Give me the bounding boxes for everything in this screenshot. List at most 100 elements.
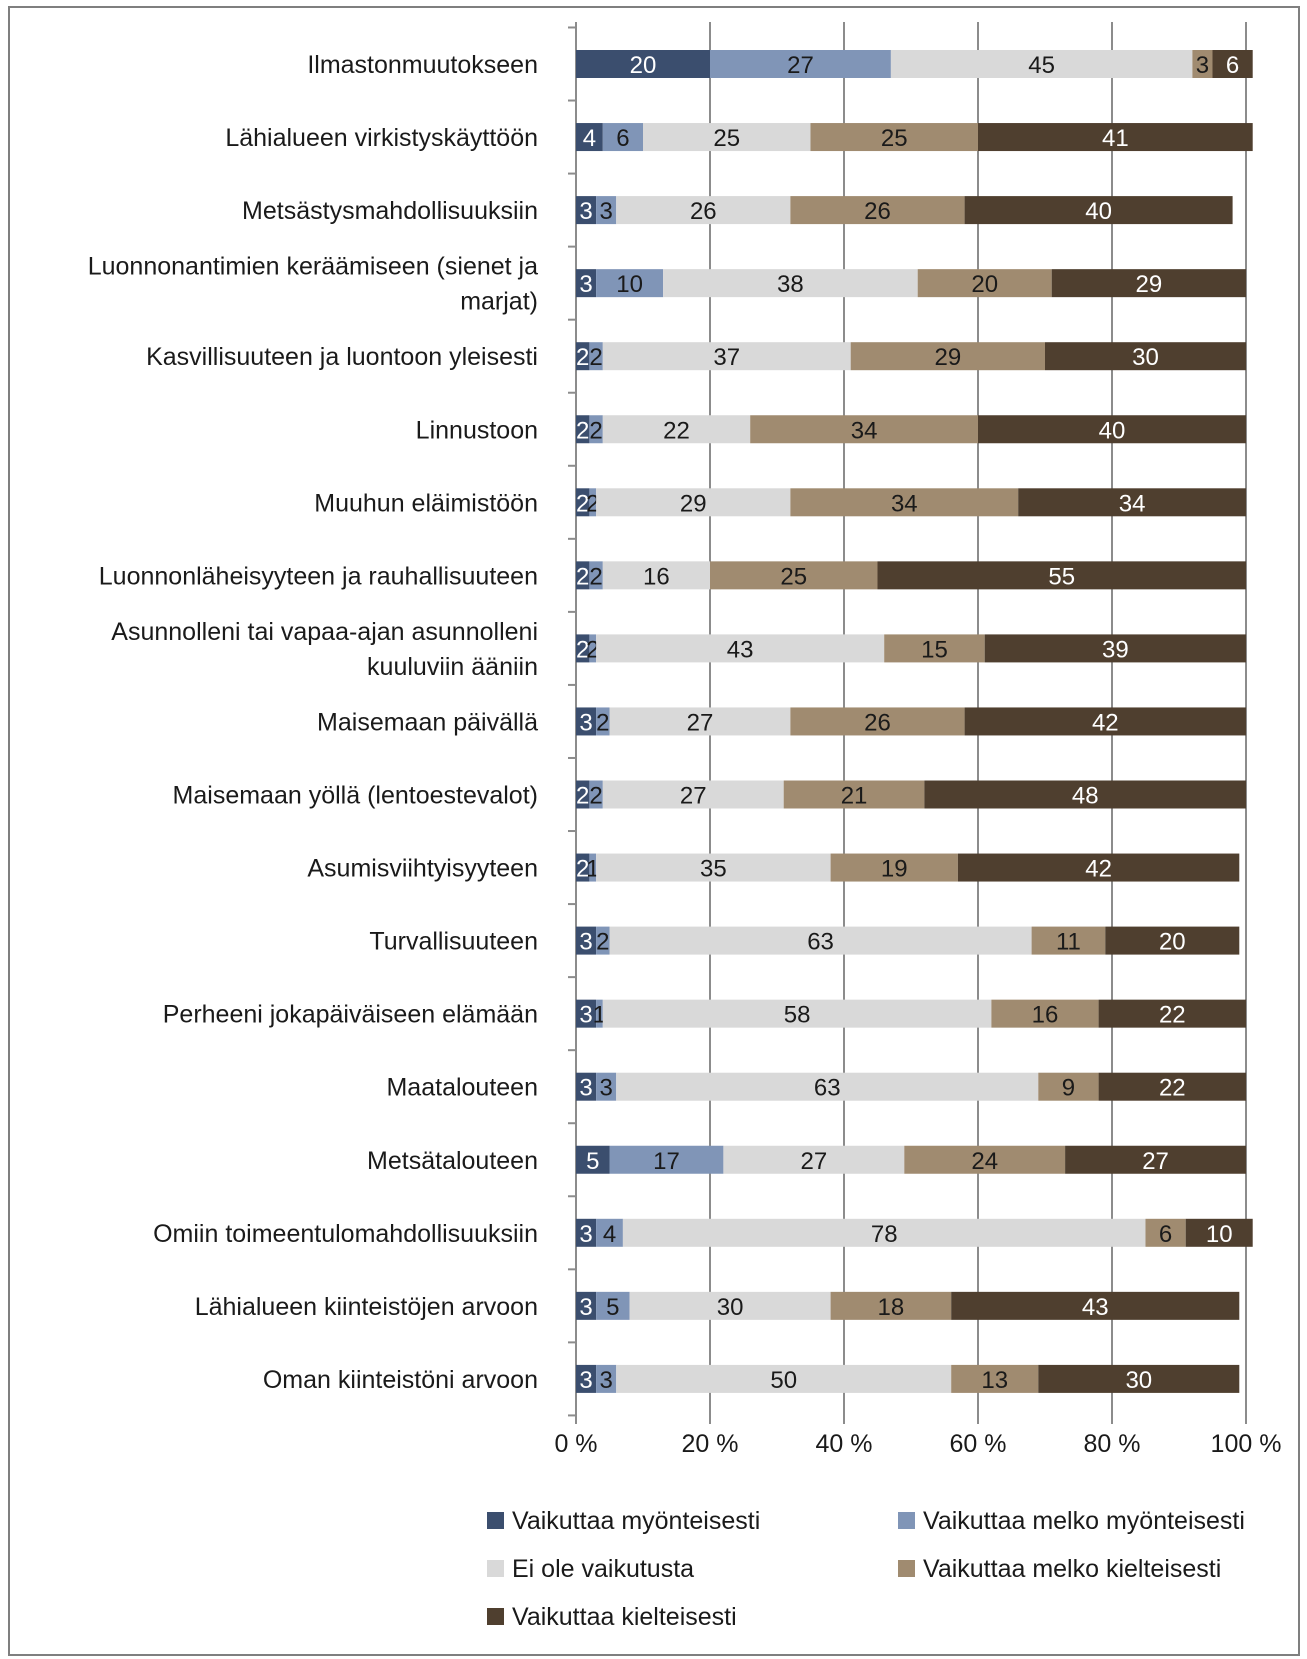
category-label: Perheeni jokapäiväiseen elämään: [163, 1001, 538, 1029]
bar-segment: [576, 1291, 597, 1320]
category-label: Linnustoon: [416, 416, 538, 444]
bar-segment: [616, 1364, 952, 1393]
data-label: 20: [1159, 929, 1186, 956]
data-label: 42: [1085, 856, 1112, 883]
bar-segment: [984, 634, 1246, 663]
data-label: 2: [576, 636, 589, 663]
data-label: 40: [1085, 198, 1112, 225]
data-label: 50: [770, 1367, 797, 1394]
category-label: kuuluviin ääniin: [367, 653, 538, 681]
bar-segment: [616, 196, 791, 225]
bar-segment: [596, 853, 831, 882]
data-label: 18: [878, 1294, 905, 1321]
bar-segment: [576, 415, 590, 444]
bar-segment: [589, 634, 597, 663]
data-label: 5: [586, 1148, 599, 1175]
data-label: 29: [934, 344, 961, 371]
category-label: Asunnolleni tai vapaa-ajan asunnolleni: [111, 618, 538, 646]
bar-segment: [1098, 1072, 1246, 1101]
data-label: 27: [687, 709, 714, 736]
bar-segment: [576, 999, 597, 1028]
data-label: 30: [717, 1294, 744, 1321]
data-label: 55: [1048, 563, 1075, 590]
data-label: 2: [586, 636, 599, 663]
data-label: 34: [891, 490, 918, 517]
data-label: 2: [586, 490, 599, 517]
bar-segment: [589, 780, 603, 809]
bar-segment: [710, 561, 878, 590]
data-label: 63: [814, 1075, 841, 1102]
bar-segment: [596, 926, 610, 955]
bar-segment: [596, 1364, 617, 1393]
category-label: Oman kiinteistöni arvoon: [263, 1366, 538, 1394]
bar-segment: [602, 561, 710, 590]
bar-segment: [1105, 926, 1240, 955]
bar-segment: [602, 999, 992, 1028]
bar-segment: [596, 269, 664, 298]
bar-segment: [904, 1145, 1066, 1174]
bar-segment: [991, 999, 1099, 1028]
category-label: Lähialueen kiinteistöjen arvoon: [195, 1293, 538, 1321]
data-label: 3: [599, 1075, 612, 1102]
bar-segment: [609, 1145, 724, 1174]
bar-segment: [602, 780, 784, 809]
data-label: 6: [616, 125, 629, 152]
bar-segment: [609, 707, 791, 736]
data-label: 41: [1102, 125, 1129, 152]
category-label: Maatalouteen: [386, 1074, 538, 1102]
data-label: 2: [589, 563, 602, 590]
bar-segment: [951, 1364, 1039, 1393]
bar-segment: [622, 1218, 1146, 1247]
x-tick-label: 0 %: [554, 1430, 597, 1458]
data-label: 6: [1159, 1221, 1172, 1248]
data-label: 45: [1028, 52, 1055, 79]
bar-segment: [1038, 1364, 1240, 1393]
data-label: 4: [603, 1221, 616, 1248]
bar-segment: [576, 561, 590, 590]
data-label: 78: [871, 1221, 898, 1248]
data-label: 26: [690, 198, 717, 225]
bar-segment: [596, 999, 603, 1028]
bar-segment: [596, 1072, 617, 1101]
category-label: Metsästysmahdollisuuksiin: [242, 197, 538, 225]
data-label: 22: [1159, 1002, 1186, 1029]
data-label: 2: [576, 783, 589, 810]
category-label: Kasvillisuuteen ja luontoon yleisesti: [146, 343, 538, 371]
bar-segment: [609, 926, 1032, 955]
data-label: 2: [589, 417, 602, 444]
legend-label: Vaikuttaa kielteisesti: [512, 1603, 737, 1631]
bar-segment: [810, 123, 978, 152]
bar-segment: [790, 488, 1019, 517]
data-label: 43: [727, 636, 754, 663]
data-label: 9: [1062, 1075, 1075, 1102]
bar-segment: [576, 634, 590, 663]
x-tick-label: 40 %: [816, 1430, 873, 1458]
bar-segment: [576, 342, 590, 371]
data-label: 27: [800, 1148, 827, 1175]
bar-segment: [917, 269, 1052, 298]
category-label: Luonnonläheisyyteen ja rauhallisuuteen: [99, 562, 538, 590]
bar-segment: [616, 1072, 1039, 1101]
bar-segment: [830, 1291, 952, 1320]
bar-segment: [663, 269, 918, 298]
category-label: Luonnonantimien keräämiseen (sienet ja: [88, 253, 538, 281]
bar-segment: [1145, 1218, 1186, 1247]
bar-segment: [1065, 1145, 1246, 1174]
data-label: 2: [576, 490, 589, 517]
legend-label: Ei ole vaikutusta: [512, 1555, 694, 1583]
data-label: 27: [680, 783, 707, 810]
data-label: 34: [1119, 490, 1146, 517]
data-label: 2: [589, 344, 602, 371]
data-label: 30: [1132, 344, 1159, 371]
bar-segment: [964, 196, 1233, 225]
bar-segment: [957, 853, 1240, 882]
data-label: 10: [616, 271, 643, 298]
bar-segment: [1185, 1218, 1253, 1247]
bar-segment: [783, 780, 925, 809]
bar-segment: [830, 853, 958, 882]
bar-segment: [589, 488, 597, 517]
legend-label: Vaikuttaa melko myönteisesti: [923, 1507, 1245, 1535]
legend-label: Vaikuttaa melko kielteisesti: [923, 1555, 1221, 1583]
bar-segment: [964, 707, 1246, 736]
